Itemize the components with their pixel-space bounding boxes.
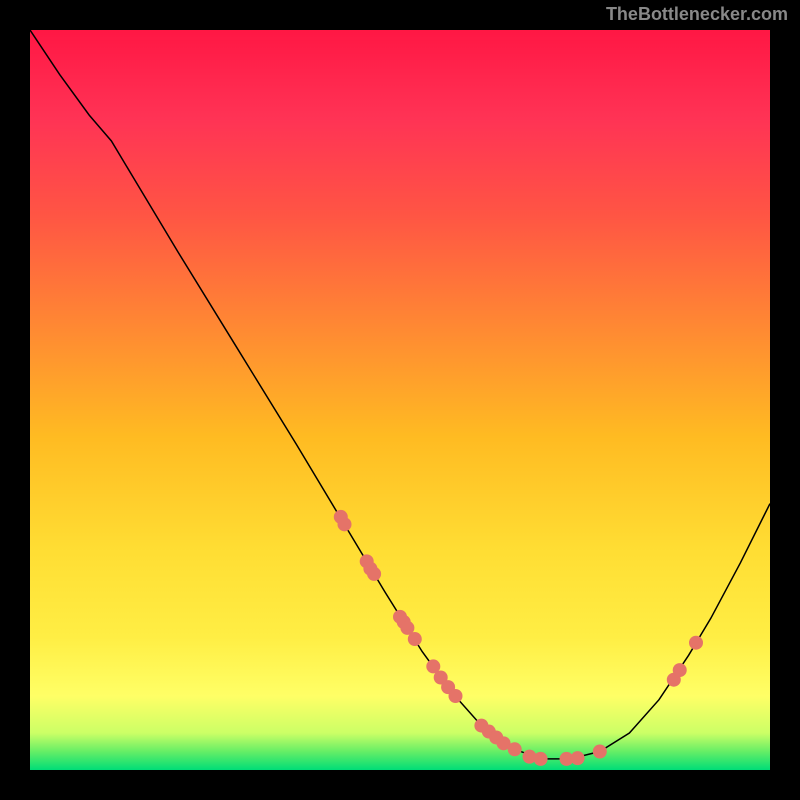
- data-marker: [593, 745, 607, 759]
- data-marker: [449, 689, 463, 703]
- chart-curve-layer: [30, 30, 770, 770]
- data-marker: [367, 567, 381, 581]
- marker-group: [334, 510, 703, 766]
- data-marker: [338, 517, 352, 531]
- data-marker: [689, 636, 703, 650]
- data-marker: [571, 751, 585, 765]
- data-marker: [408, 632, 422, 646]
- data-marker: [508, 742, 522, 756]
- bottleneck-curve: [30, 30, 770, 759]
- data-marker: [534, 752, 548, 766]
- watermark-text: TheBottlenecker.com: [606, 4, 788, 25]
- data-marker: [673, 663, 687, 677]
- chart-plot-area: [30, 30, 770, 770]
